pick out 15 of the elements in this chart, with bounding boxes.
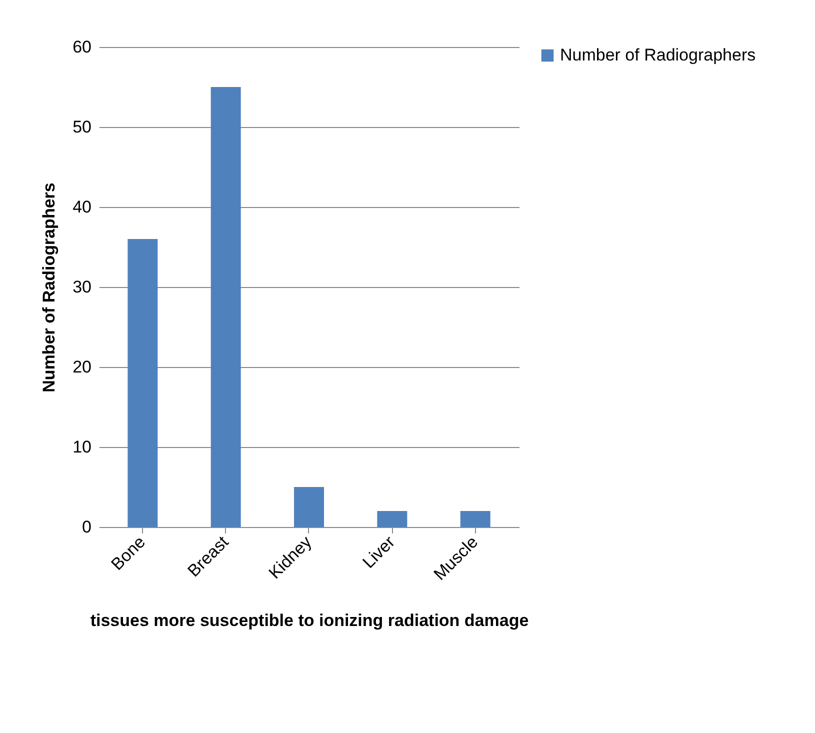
y-tick-label: 30	[72, 278, 92, 296]
x-axis-title: tissues more susceptible to ionizing radiation damage	[90, 611, 529, 630]
y-tick-label: 20	[72, 358, 92, 376]
y-axis-title: Number of Radiographers	[40, 182, 59, 392]
bar	[210, 87, 241, 527]
bar	[377, 511, 408, 527]
y-tick-label: 10	[72, 438, 92, 456]
y-tick-label: 60	[72, 38, 92, 56]
bar	[128, 239, 158, 527]
y-tick-label: 40	[72, 198, 92, 216]
y-tick-label: 0	[82, 518, 92, 536]
bar	[460, 511, 490, 527]
y-tick-label: 50	[72, 118, 92, 136]
legend-label: Number of Radiographers	[560, 46, 756, 64]
bar	[294, 487, 324, 527]
